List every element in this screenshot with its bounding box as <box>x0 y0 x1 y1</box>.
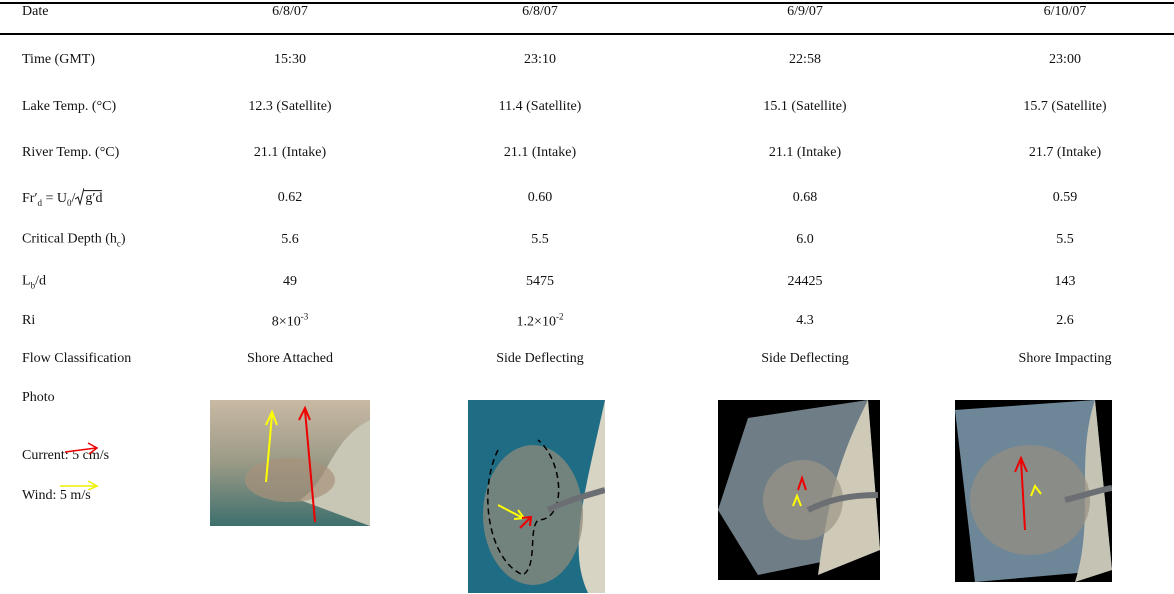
cell: 22:58 <box>789 52 821 67</box>
cell: 21.1 (Intake) <box>503 145 577 160</box>
top-rule <box>0 2 1174 4</box>
cell: Side Deflecting <box>496 351 584 366</box>
t: L <box>22 273 31 289</box>
t: 0 <box>67 197 72 208</box>
cell: 11.4 (Satellite) <box>498 99 582 114</box>
t: b <box>30 280 36 291</box>
row-label: Time (GMT) <box>22 52 95 67</box>
row-label: Photo <box>22 390 55 405</box>
cell: 1.2×10-2 <box>517 312 564 331</box>
cell: 0.60 <box>527 190 553 205</box>
cell: 15:30 <box>274 52 306 67</box>
cell-part: 1.2×10 <box>516 314 556 330</box>
cell: 8×10-3 <box>272 312 308 331</box>
cell: 49 <box>283 274 297 289</box>
cell: 0.62 <box>277 190 303 205</box>
radical <box>75 187 85 207</box>
photo <box>955 400 1112 582</box>
t: / <box>71 191 76 207</box>
header-rule <box>0 33 1174 35</box>
header-label: Date <box>22 4 49 19</box>
t: Critical Depth (h <box>22 231 117 247</box>
cell-part: -2 <box>555 311 564 322</box>
photo <box>210 400 370 526</box>
row-label: Ri <box>22 313 36 328</box>
legend-arrows <box>60 442 99 490</box>
cell: 4.3 <box>796 313 814 328</box>
cell: 5475 <box>526 274 554 289</box>
cell: Shore Attached <box>247 351 333 366</box>
t: /d <box>35 273 46 289</box>
cell: 5.5 <box>1056 232 1074 247</box>
legend-wind: Wind: 5 m/s <box>22 488 91 503</box>
cell: 5.5 <box>531 232 549 247</box>
cell: 143 <box>1054 274 1076 289</box>
cell: 0.68 <box>792 190 818 205</box>
photo <box>468 400 605 593</box>
row-label: Lake Temp. (°C) <box>22 99 117 114</box>
cell: 2.6 <box>1056 313 1074 328</box>
cell: Shore Impacting <box>1018 351 1112 366</box>
cell: 0.59 <box>1052 190 1078 205</box>
header-cell: 6/10/07 <box>1043 4 1087 19</box>
row-label: Critical Depth (hc) <box>22 232 126 249</box>
cell: 21.1 (Intake) <box>768 145 842 160</box>
t: = U <box>42 191 68 207</box>
cell: Side Deflecting <box>761 351 849 366</box>
cell: 5.6 <box>281 232 299 247</box>
cell: 23:00 <box>1049 52 1081 67</box>
header-cell: 6/8/07 <box>522 4 558 19</box>
row-label: River Temp. (°C) <box>22 145 120 160</box>
t: c <box>116 238 121 249</box>
cell: 23:10 <box>524 52 556 67</box>
t: ) <box>120 231 126 247</box>
photo <box>718 400 880 580</box>
t: Fr′ <box>22 191 38 207</box>
t: g′d <box>84 190 103 207</box>
legend-current: Current: 5 cm/s <box>22 448 110 463</box>
cell: 24425 <box>787 274 823 289</box>
header-cell: 6/9/07 <box>787 4 823 19</box>
cell: 21.1 (Intake) <box>253 145 327 160</box>
cell: 15.7 (Satellite) <box>1023 99 1107 114</box>
t: d <box>37 197 43 208</box>
header-cell: 6/8/07 <box>272 4 308 19</box>
cell: 15.1 (Satellite) <box>763 99 847 114</box>
cell-part: -3 <box>300 311 309 322</box>
cell: 21.7 (Intake) <box>1028 145 1102 160</box>
row-label: Fr′d = U0/ g′d <box>22 187 103 208</box>
cell: 6.0 <box>796 232 814 247</box>
cell: 12.3 (Satellite) <box>248 99 332 114</box>
row-label: Flow Classification <box>22 351 132 366</box>
row-label: Lb/d <box>22 274 46 291</box>
cell-part: 8×10 <box>271 314 301 330</box>
